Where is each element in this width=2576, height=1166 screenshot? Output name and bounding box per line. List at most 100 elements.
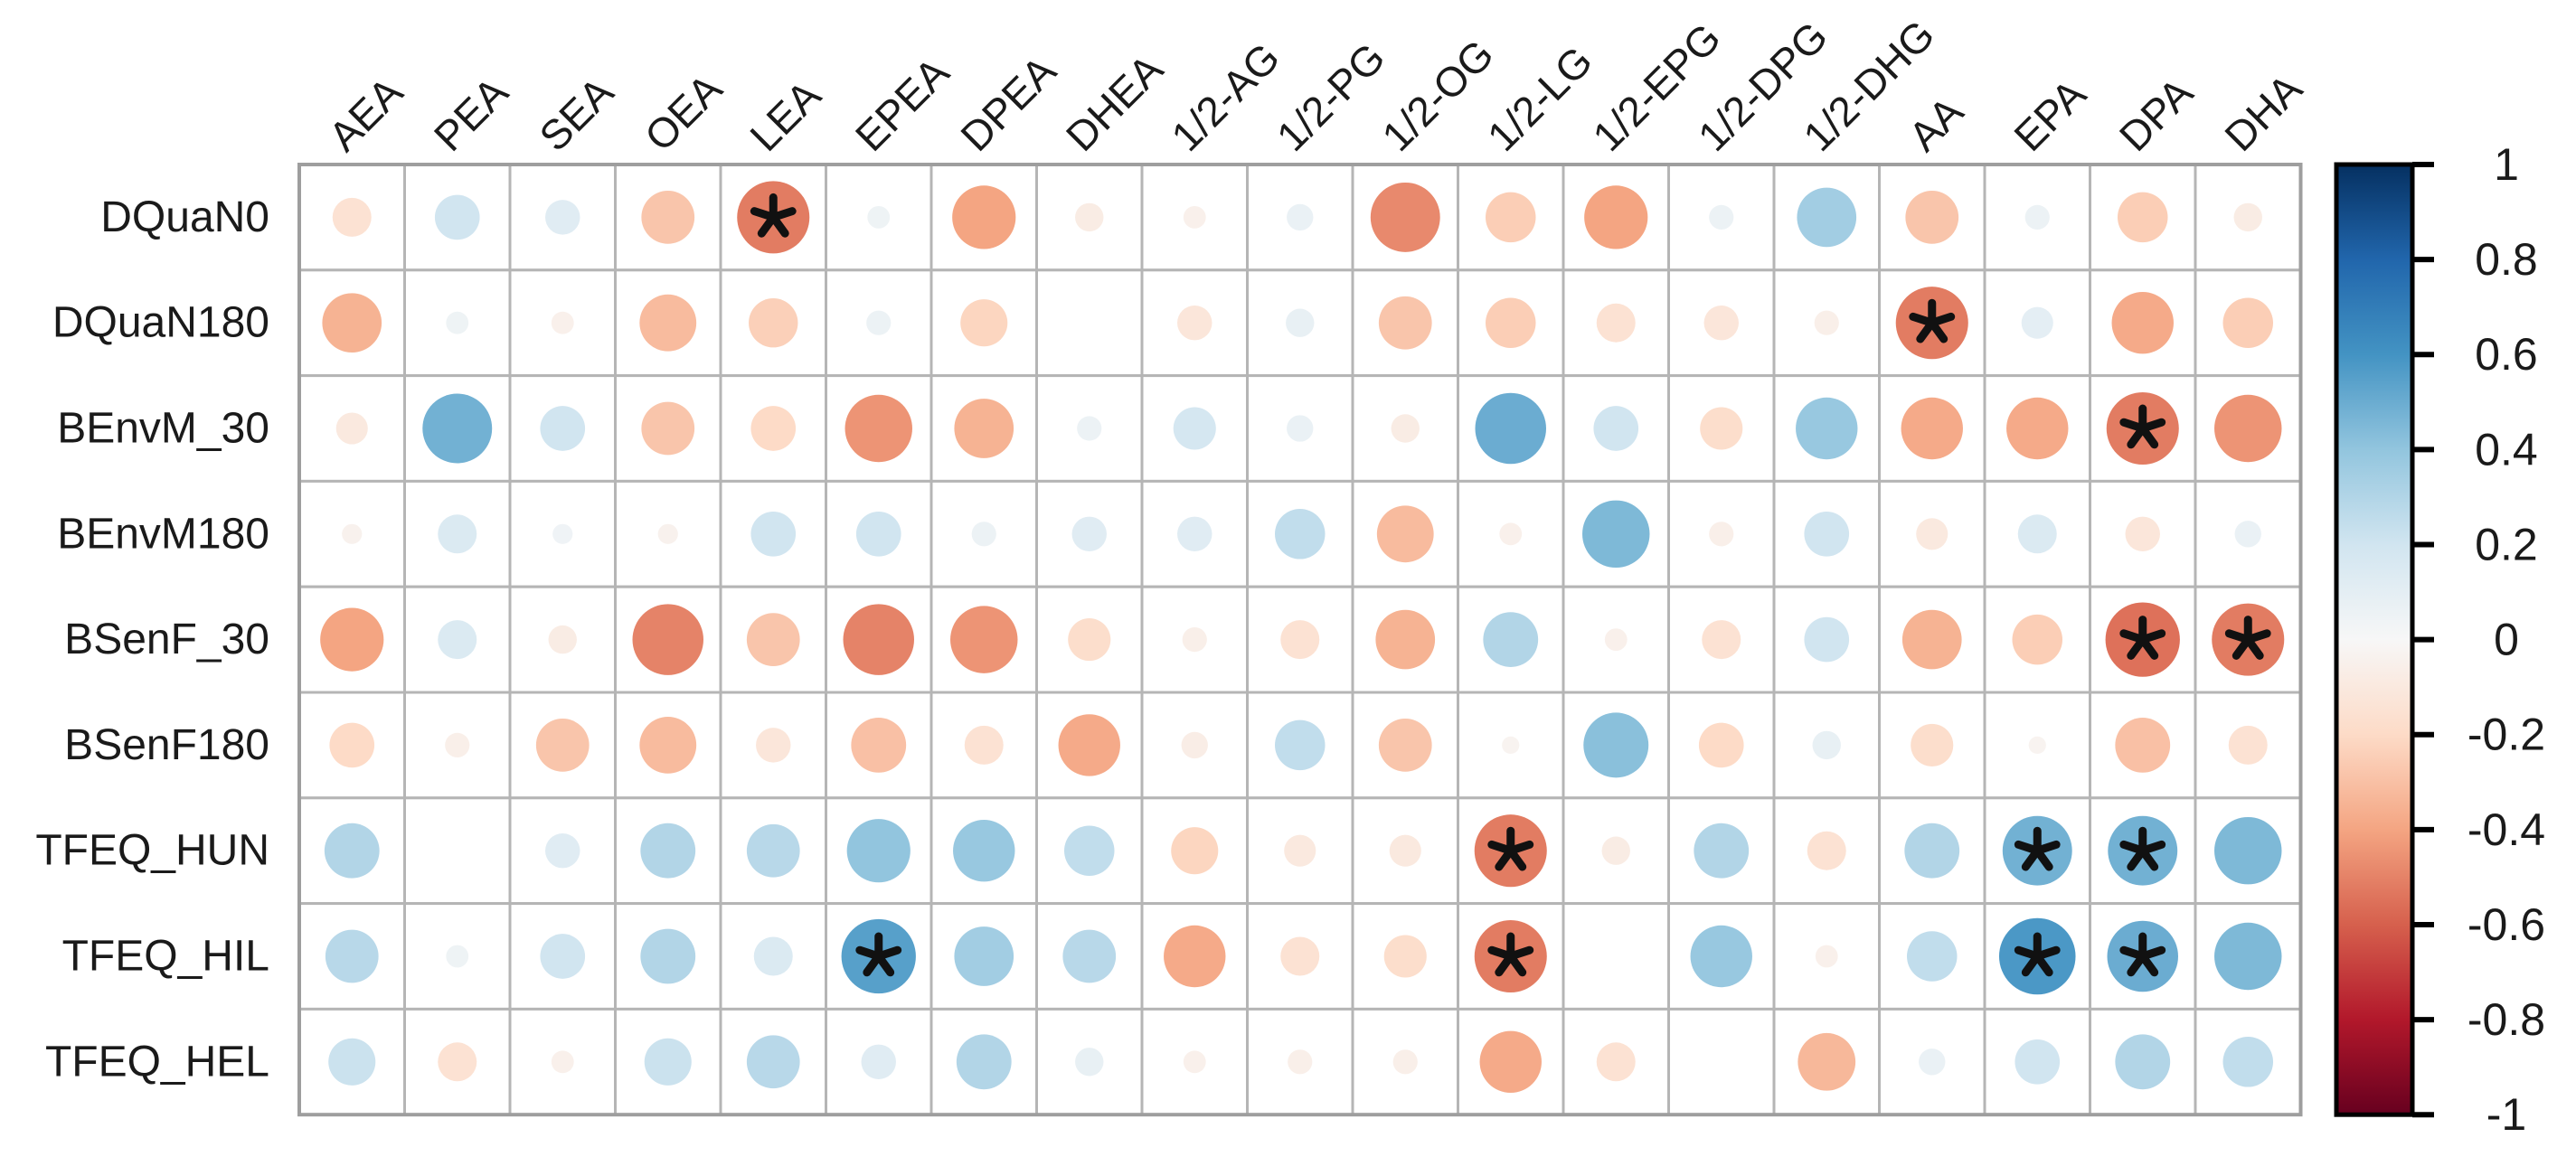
- correlation-dot: [2234, 521, 2261, 548]
- correlation-dot: [1173, 407, 1216, 450]
- correlation-dot: [2006, 397, 2069, 460]
- correlation-dot: [2214, 922, 2282, 991]
- correlation-dot: [746, 1035, 800, 1089]
- correlation-dot: [2012, 614, 2062, 665]
- row-label: BSenF180: [64, 721, 269, 769]
- correlation-dot: [846, 819, 911, 883]
- correlation-dot: [1370, 182, 1440, 252]
- correlation-dot: [639, 717, 697, 774]
- correlation-dot: [328, 1038, 376, 1086]
- row-label: BEnvM180: [57, 510, 269, 558]
- correlation-dot: [1486, 192, 1536, 243]
- correlation-dot: [867, 205, 891, 229]
- colorbar-tick-label: 0.8: [2475, 234, 2538, 285]
- correlation-dot: [1797, 187, 1857, 248]
- correlation-dot: [756, 728, 791, 763]
- colorbar-tick-label: -0.2: [2467, 710, 2545, 760]
- correlation-dot: [956, 1034, 1012, 1090]
- correlation-dot: [1378, 719, 1432, 772]
- correlation-dot: [545, 200, 580, 235]
- correlation-dot: [861, 1044, 896, 1080]
- column-label: DPEA: [951, 47, 1065, 161]
- correlation-dot: [2017, 514, 2057, 554]
- column-label: DHEA: [1057, 45, 1172, 160]
- correlation-dot: [1071, 516, 1107, 552]
- correlation-dot: [1164, 925, 1226, 988]
- matrix-cell: [403, 796, 512, 906]
- column-label: AEA: [319, 68, 411, 160]
- significance-star: [2014, 932, 2061, 977]
- correlation-dot: [1596, 1042, 1636, 1082]
- correlation-dot: [438, 514, 477, 554]
- row-label: DQuaN0: [100, 193, 269, 241]
- correlation-dot: [2222, 1037, 2273, 1087]
- correlation-dot: [2024, 204, 2050, 230]
- correlation-dot: [746, 823, 800, 878]
- row-label: TFEQ_HUN: [35, 827, 269, 875]
- significance-star: [855, 932, 902, 977]
- row-label: DQuaN180: [52, 299, 269, 347]
- correlation-dot: [1702, 620, 1741, 660]
- correlation-dot: [2115, 718, 2171, 773]
- column-label: SEA: [530, 68, 622, 160]
- correlation-dot: [1807, 831, 1846, 870]
- colorbar-tick-label: 1: [2494, 139, 2519, 190]
- colorbar: [2334, 162, 2415, 1117]
- correlation-dot: [540, 934, 586, 979]
- correlation-dot: [1916, 518, 1949, 550]
- correlation-dot: [1383, 935, 1427, 978]
- correlation-dot: [2028, 736, 2046, 755]
- significance-star: [2119, 616, 2166, 660]
- correlation-dot: [1804, 511, 1850, 557]
- column-label: EPA: [2005, 70, 2095, 160]
- correlation-dot: [953, 819, 1015, 882]
- correlation-dot: [1700, 407, 1743, 450]
- significance-star: [2014, 826, 2061, 871]
- column-label: AA: [1900, 88, 1972, 160]
- matrix-cell: [403, 1007, 512, 1116]
- correlation-dot: [1582, 500, 1650, 569]
- significance-star: [1909, 298, 1956, 343]
- significance-star: [1487, 826, 1534, 871]
- correlation-dot: [2115, 1034, 2171, 1090]
- colorbar-tick-label: -1: [2486, 1089, 2526, 1140]
- correlation-dot: [845, 394, 912, 463]
- correlation-dot: [1796, 397, 1858, 460]
- correlation-dot: [960, 299, 1008, 347]
- correlation-dot: [325, 929, 379, 983]
- matrix-cell: [508, 268, 617, 378]
- correlation-dot: [1181, 731, 1208, 759]
- correlation-dot: [1378, 296, 1432, 350]
- matrix-cell: [1035, 163, 1144, 272]
- correlation-dot: [1690, 925, 1752, 988]
- colorbar-tick-label: -0.4: [2467, 804, 2545, 855]
- correlation-dot: [1911, 723, 1954, 766]
- correlation-dot: [1499, 522, 1523, 546]
- correlation-dot: [855, 511, 901, 557]
- correlation-dot: [2233, 202, 2262, 232]
- correlation-dot: [2111, 291, 2174, 354]
- correlation-dot: [552, 523, 573, 544]
- correlation-dot: [1486, 297, 1536, 348]
- correlation-dot: [954, 399, 1014, 458]
- correlation-dot: [1703, 305, 1739, 341]
- correlation-dot: [1709, 522, 1734, 547]
- correlation-dot: [1919, 1048, 1946, 1076]
- correlation-dot: [657, 523, 678, 544]
- correlation-dot: [1905, 191, 1959, 244]
- correlation-dot: [545, 832, 580, 869]
- column-label: 1/2-AG: [1162, 33, 1288, 160]
- correlation-dot: [632, 604, 703, 675]
- correlation-dot: [753, 936, 793, 976]
- correlation-dot: [1584, 185, 1648, 249]
- column-label: 1/2-PG: [1268, 33, 1394, 160]
- correlation-dot: [1389, 834, 1421, 867]
- correlation-dot: [1058, 714, 1120, 776]
- correlation-dot: [1275, 509, 1326, 559]
- colorbar-tick-label: 0: [2494, 615, 2519, 665]
- correlation-dot: [1183, 1050, 1206, 1074]
- correlation-dot: [2214, 816, 2282, 885]
- correlation-dot: [329, 722, 375, 768]
- correlation-dot: [320, 607, 384, 672]
